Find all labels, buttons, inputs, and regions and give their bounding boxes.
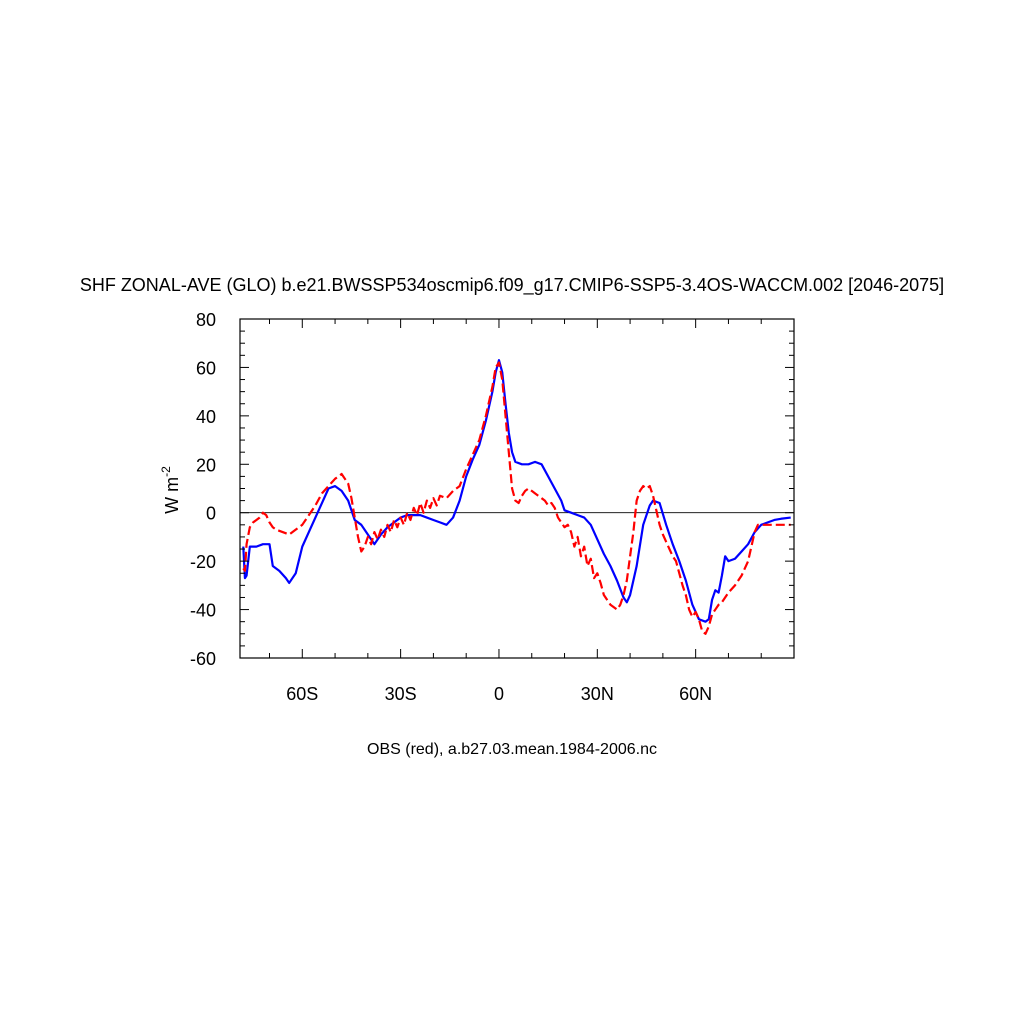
- y-tick-labels: 80 60 40 20 0 -20 -40 -60: [190, 310, 216, 669]
- x-tick-label: 60N: [679, 684, 712, 704]
- y-tick-label: 80: [196, 310, 216, 330]
- x-tick-label: 30N: [581, 684, 614, 704]
- x-tick-labels: 60S 30S 0 30N 60N: [286, 684, 712, 704]
- series-layer: [242, 359, 791, 635]
- y-tick-label: 40: [196, 407, 216, 427]
- chart-caption: OBS (red), a.b27.03.mean.1984-2006.nc: [367, 741, 657, 758]
- x-tick-label: 30S: [385, 684, 417, 704]
- x-tick-label: 60S: [286, 684, 318, 704]
- y-axis-label: W m-2: [159, 466, 182, 514]
- obs-series-line: [242, 361, 791, 635]
- y-axis-label-main: W m: [162, 477, 182, 514]
- y-tick-label: -20: [190, 552, 216, 572]
- chart-title: SHF ZONAL-AVE (GLO) b.e21.BWSSP534oscmip…: [80, 275, 944, 296]
- x-tick-label: 0: [494, 684, 504, 704]
- y-axis-label-superscript: -2: [159, 466, 173, 477]
- y-tick-label: 0: [206, 504, 216, 524]
- model-series-line: [242, 359, 791, 623]
- y-tick-label: 60: [196, 358, 216, 378]
- y-tick-label: 20: [196, 455, 216, 475]
- ticks-layer: [240, 318, 795, 659]
- y-tick-label: -40: [190, 601, 216, 621]
- y-tick-label: -60: [190, 649, 216, 669]
